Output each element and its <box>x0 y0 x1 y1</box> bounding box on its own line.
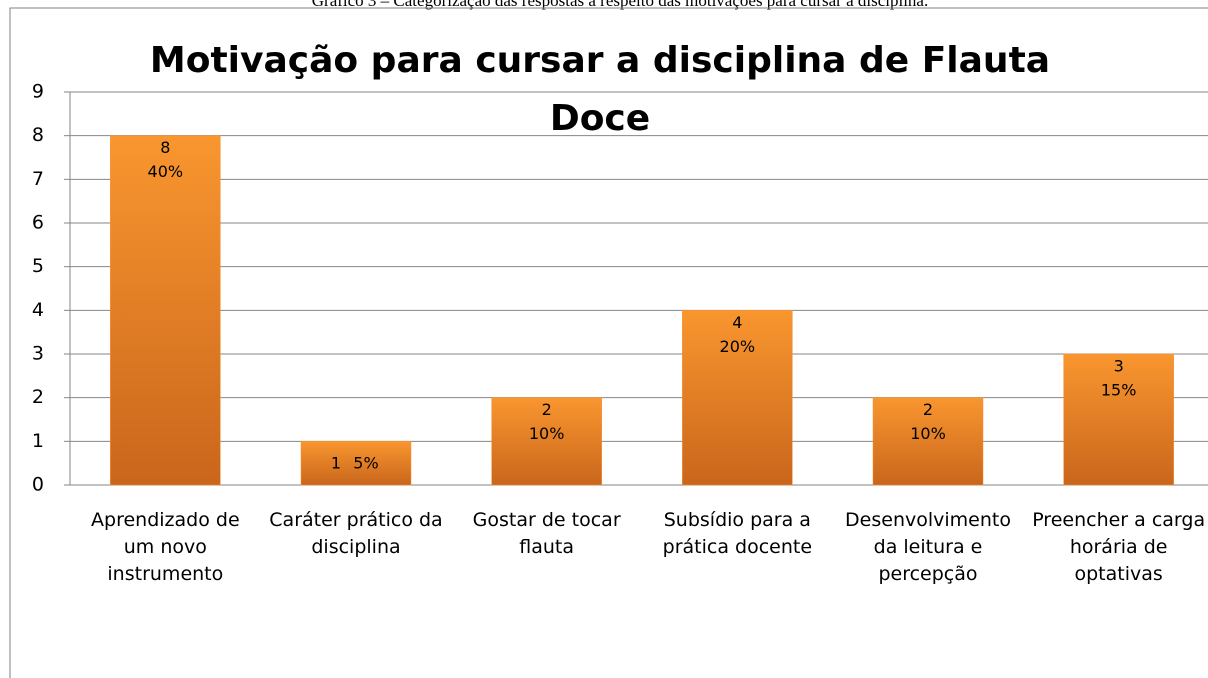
x-tick-label: Preencher a carga horária de optativas <box>1032 509 1206 585</box>
bar <box>110 135 221 486</box>
x-tick-label: Aprendizado de um novo instrumento <box>91 509 240 585</box>
value-label: 1 <box>331 454 341 473</box>
bar <box>1063 353 1174 486</box>
y-tick-label: 7 <box>32 168 44 190</box>
y-tick-label: 8 <box>32 124 44 146</box>
y-tick-label: 6 <box>32 212 44 234</box>
value-label: 4 <box>732 313 742 332</box>
y-tick-label: 1 <box>32 430 44 452</box>
y-tick-label: 3 <box>32 343 44 365</box>
chart-frame <box>9 7 1208 678</box>
caption: Gráfico 3 – Categorização das respostas … <box>311 0 929 10</box>
percent-label: 10% <box>910 424 946 443</box>
percent-label: 40% <box>148 162 184 181</box>
percent-label: 15% <box>1101 381 1137 400</box>
value-label: 2 <box>542 400 552 419</box>
bar <box>300 441 412 486</box>
value-label: 8 <box>160 138 170 157</box>
y-tick-label: 5 <box>32 255 44 277</box>
y-tick-label: 4 <box>32 299 44 321</box>
y-tick-label: 2 <box>32 386 44 408</box>
bar <box>872 397 984 486</box>
percent-label: 10% <box>529 424 565 443</box>
x-tick-label: Caráter prático da disciplina <box>269 509 443 558</box>
x-tick-label: Desenvolvimento da leitura e percepção <box>845 509 1011 585</box>
percent-label: 5% <box>353 454 378 473</box>
value-label: 3 <box>1114 357 1124 376</box>
x-tick-label: Gostar de tocar flauta <box>472 509 621 558</box>
bar <box>491 397 602 486</box>
percent-label: 20% <box>720 337 756 356</box>
bar <box>682 310 793 486</box>
y-tick-label: 9 <box>32 81 44 103</box>
x-tick-label: Subsídio para a prática docente <box>662 509 813 558</box>
y-tick-label: 0 <box>32 474 44 496</box>
value-label: 2 <box>923 400 933 419</box>
chart-title: Motivação para cursar a disciplina de Fl… <box>149 40 1051 139</box>
